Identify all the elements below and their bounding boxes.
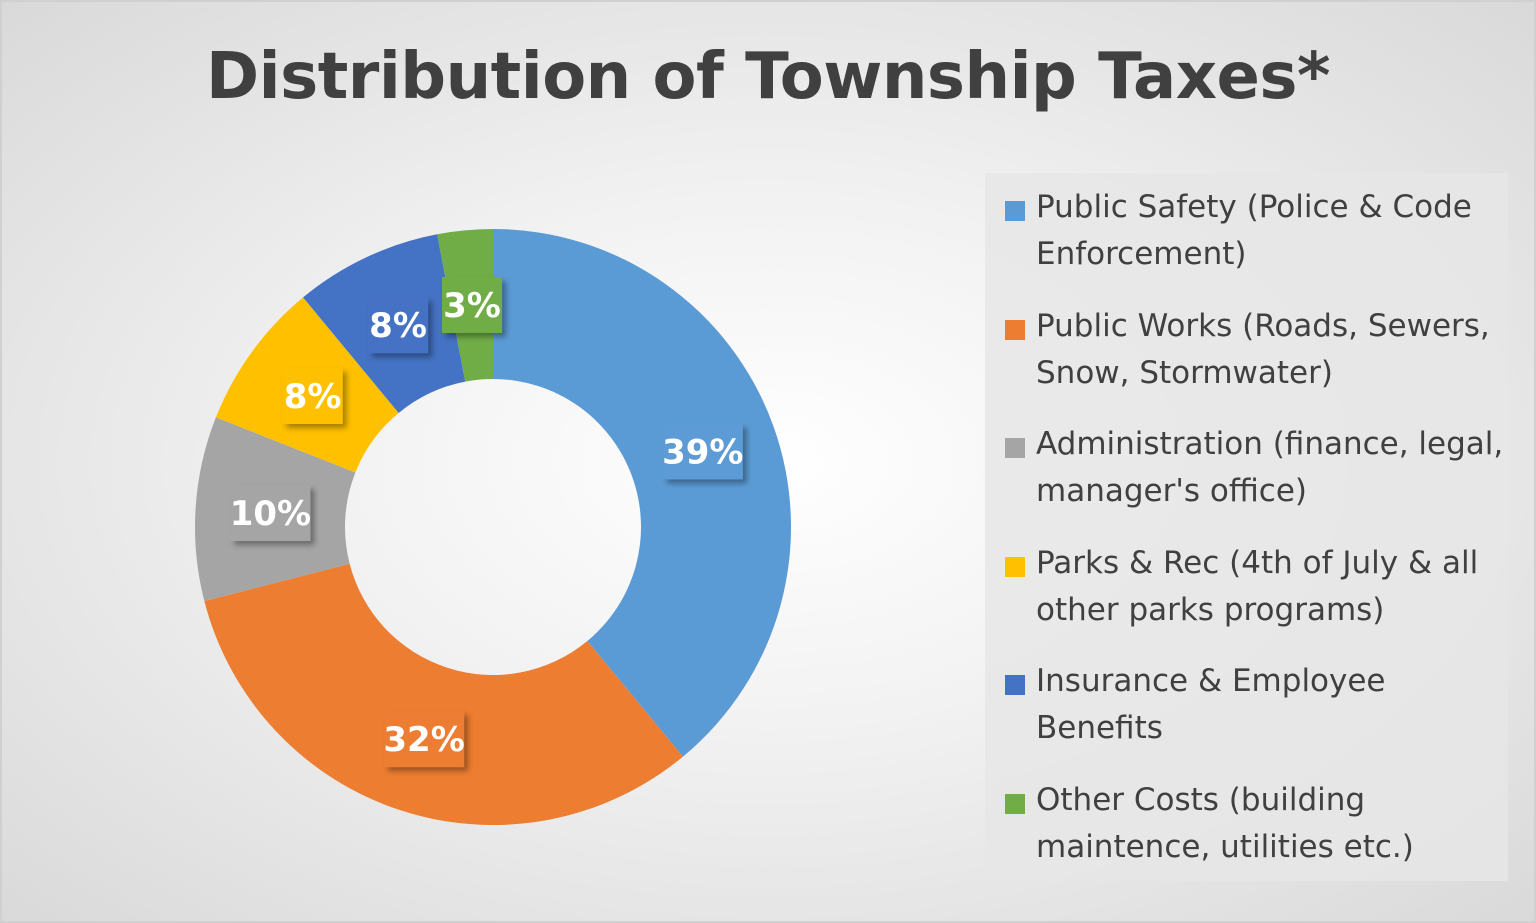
- svg-text:32%: 32%: [383, 720, 464, 760]
- svg-text:39%: 39%: [662, 432, 743, 472]
- slice-0: [493, 229, 792, 757]
- data-label-2: 10%: [230, 484, 311, 541]
- data-label-1: 32%: [383, 711, 465, 768]
- data-label-4: 8%: [368, 297, 429, 354]
- legend-swatch: [1005, 201, 1025, 221]
- legend-swatch: [1005, 793, 1025, 814]
- svg-text:10%: 10%: [230, 494, 311, 534]
- data-label-3: 8%: [282, 367, 343, 424]
- legend: Public Safety (Police & Code Enforcement…: [985, 173, 1508, 881]
- svg-text:3%: 3%: [443, 286, 501, 326]
- legend-swatch: [1005, 319, 1025, 340]
- chart-title: Distribution of Township Taxes*: [206, 40, 1330, 114]
- svg-text:8%: 8%: [284, 377, 342, 417]
- data-label-0: 39%: [662, 423, 744, 480]
- legend-label: Parks & Rec (4th of July & all other par…: [1036, 544, 1479, 628]
- slice-1: [204, 563, 683, 826]
- data-label-5: 3%: [442, 276, 503, 333]
- legend-swatch: [1005, 556, 1025, 577]
- legend-label: Other Costs (building maintence, utiliti…: [1036, 781, 1414, 865]
- legend-label: Insurance & Employee Benefits: [1036, 663, 1386, 746]
- legend-swatch: [1005, 438, 1025, 458]
- svg-text:8%: 8%: [369, 306, 427, 346]
- legend-swatch: [1005, 675, 1025, 695]
- legend-label: Public Works (Roads, Sewers, Snow, Storm…: [1036, 307, 1490, 391]
- legend-label: Administration (finance, legal, manager'…: [1036, 426, 1504, 509]
- legend-label: Public Safety (Police & Code Enforcement…: [1036, 189, 1472, 272]
